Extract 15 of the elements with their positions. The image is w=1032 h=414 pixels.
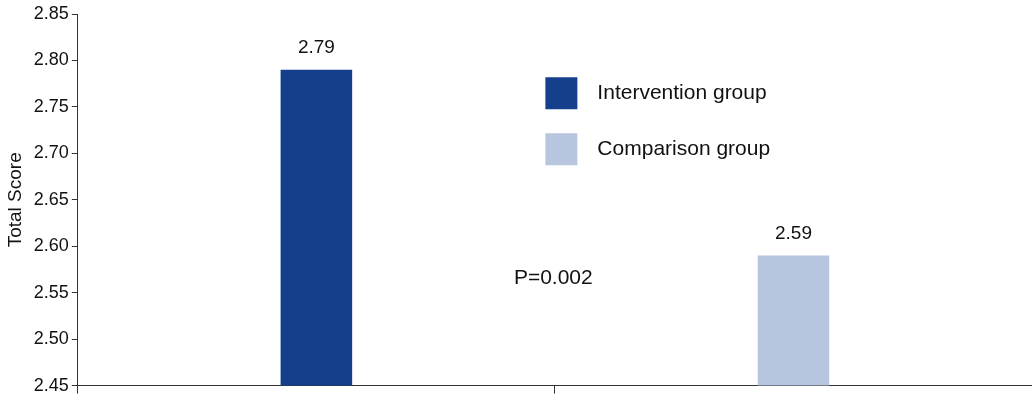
- data-label: 2.79: [297, 36, 335, 58]
- legend-label: Comparison group: [597, 135, 771, 159]
- y-tick-label: 2.50: [33, 328, 69, 349]
- y-tick-label: 2.45: [33, 374, 69, 395]
- y-tick-label: 2.85: [33, 2, 69, 23]
- y-tick-label: 2.55: [33, 281, 69, 302]
- data-label: 2.59: [774, 222, 812, 244]
- y-tick-label: 2.70: [33, 142, 69, 163]
- y-tick-label: 2.75: [33, 95, 69, 116]
- annotation: P=0.002: [513, 264, 593, 288]
- legend-label: Intervention group: [597, 79, 767, 103]
- y-tick-label: 2.65: [33, 188, 69, 209]
- y-tick-label: 2.60: [33, 235, 69, 256]
- y-axis-title: Total Score: [3, 152, 25, 248]
- y-tick-label: 2.80: [33, 49, 69, 70]
